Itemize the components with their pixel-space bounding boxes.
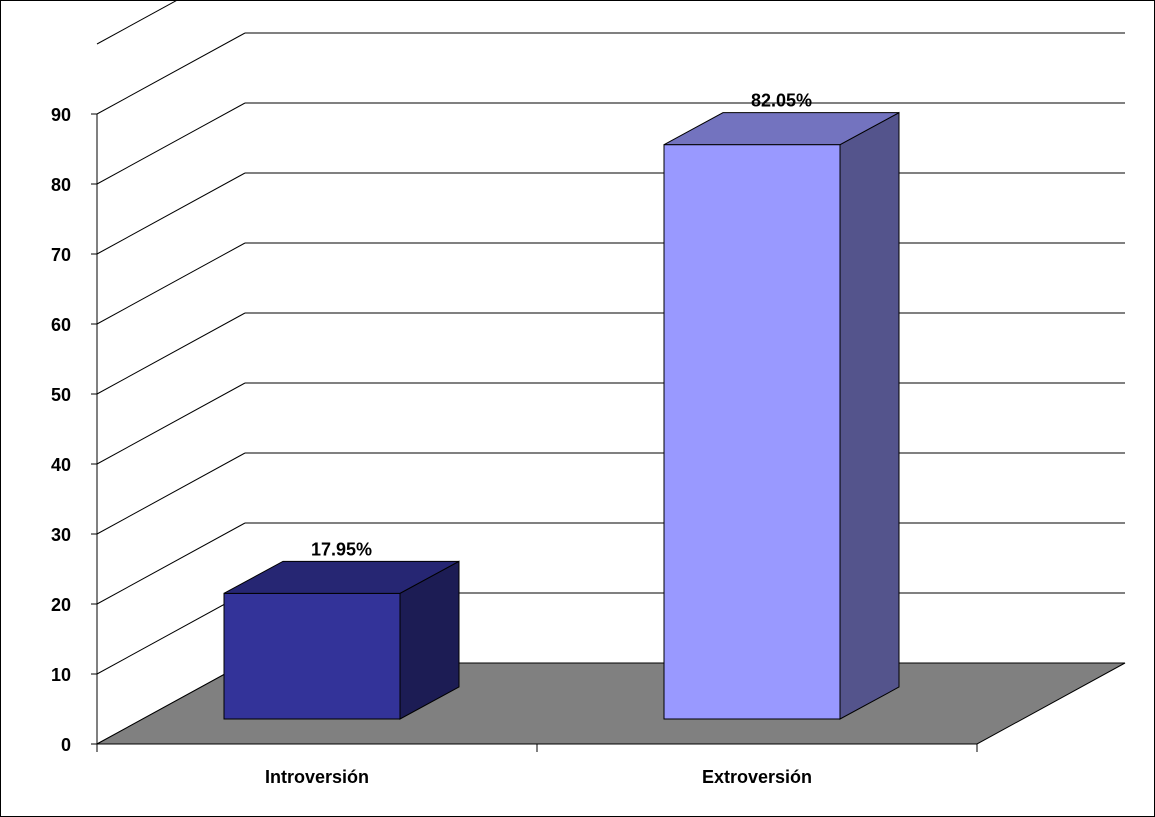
gridline-diagonal xyxy=(96,382,246,465)
y-tick-label: 90 xyxy=(51,105,71,125)
y-tick-label: 40 xyxy=(51,455,71,475)
data-label: 17.95% xyxy=(311,539,372,559)
y-tick-label: 50 xyxy=(51,385,71,405)
gridline-diagonal xyxy=(96,32,246,115)
y-tick-label: 20 xyxy=(51,595,71,615)
bar xyxy=(663,144,841,720)
gridline-diagonal xyxy=(96,102,246,185)
gridline-diagonal xyxy=(96,312,246,395)
bar-side xyxy=(839,111,900,720)
bars xyxy=(223,111,900,720)
gridline-diagonal xyxy=(96,592,246,675)
y-tick-label: 10 xyxy=(51,665,71,685)
y-tick-label: 80 xyxy=(51,175,71,195)
gridline-diagonal xyxy=(96,522,246,605)
bar xyxy=(223,592,401,720)
x-tick-label: Extroversión xyxy=(702,767,812,787)
y-tick-label: 60 xyxy=(51,315,71,335)
gridline-diagonal xyxy=(96,452,246,535)
data-label: 82.05% xyxy=(751,91,812,111)
bar-top xyxy=(223,560,460,594)
y-tick-label: 70 xyxy=(51,245,71,265)
y-tick-label: 0 xyxy=(61,735,71,755)
bar-top xyxy=(663,112,900,146)
gridline-diagonal xyxy=(96,172,246,255)
axes: 0 10 20 30 40 50 60 70 80 90 xyxy=(51,105,978,755)
gridline-diagonal xyxy=(96,242,246,325)
gridline-diagonal xyxy=(96,0,179,45)
y-tick-label: 30 xyxy=(51,525,71,545)
labels: 17.95% Introversión 82.05% Extroversión xyxy=(265,91,812,787)
x-tick-label: Introversión xyxy=(265,767,369,787)
